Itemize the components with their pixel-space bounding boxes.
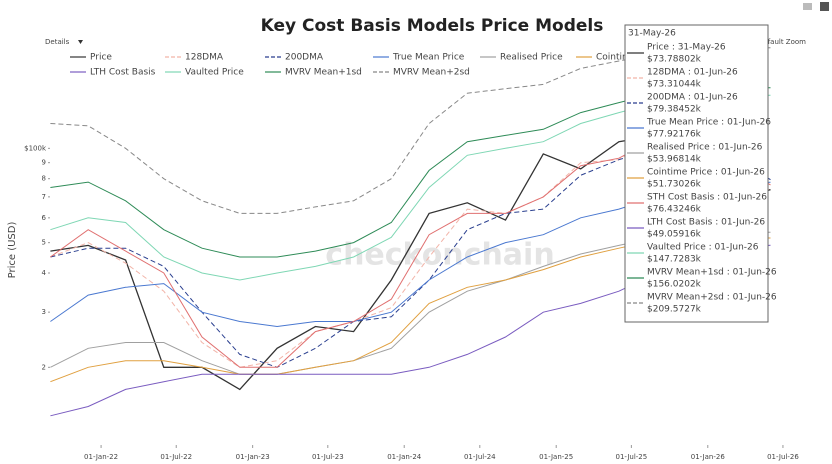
x-tick-label: 01-Jul-26 <box>767 453 799 461</box>
zoom-menu[interactable]: Default Zoom <box>758 38 806 46</box>
tooltip-value: $73.78802k <box>647 55 702 65</box>
legend-label: Realised Price <box>500 53 563 63</box>
y-tick-label: 8 <box>42 175 46 183</box>
legend-label: Price <box>90 53 112 63</box>
legend-label: 200DMA <box>285 53 324 63</box>
y-axis-title: Price (USD) <box>7 222 18 279</box>
y-tick-label: 4 <box>42 269 47 277</box>
tooltip-value: $73.31044k <box>647 80 702 90</box>
tooltip-label: Realised Price : 01-Jun-26 <box>647 143 763 153</box>
y-tick-label: 2 <box>42 363 46 371</box>
x-tick-label: 01-Jul-24 <box>464 453 496 461</box>
legend-label: MVRV Mean+2sd <box>393 68 470 78</box>
tooltip-label: Price : 31-May-26 <box>647 43 726 53</box>
tooltip-value: $76.43246k <box>647 205 702 215</box>
x-tick-label: 01-Jan-22 <box>84 453 118 461</box>
details-caret <box>78 40 83 44</box>
watermark: checkonchain <box>325 238 554 273</box>
tooltip-label: Vaulted Price : 01-Jun-26 <box>647 243 759 253</box>
tooltip-value: $79.38452k <box>647 105 702 115</box>
y-tick-label: 9 <box>42 159 46 167</box>
x-tick-label: 01-Jan-25 <box>539 453 573 461</box>
y-tick-label: 3 <box>42 308 46 316</box>
x-tick-label: 01-Jan-24 <box>387 453 422 461</box>
details-menu[interactable]: Details <box>45 38 70 46</box>
tooltip-value: $209.5727k <box>647 305 702 315</box>
tooltip-label: True Mean Price : 01-Jun-26 <box>646 118 771 128</box>
tooltip-label: 200DMA : 01-Jun-26 <box>647 93 738 103</box>
tooltip-value: $156.0202k <box>647 280 702 290</box>
legend-label: True Mean Price <box>392 53 465 63</box>
tooltip-value: $49.05916k <box>647 230 702 240</box>
camera-icon[interactable] <box>803 3 812 10</box>
x-tick-label: 01-Jul-23 <box>312 453 344 461</box>
tooltip-label: 128DMA : 01-Jun-26 <box>647 68 738 78</box>
tooltip-box <box>624 24 769 323</box>
tooltip-value: $77.92176k <box>647 130 702 140</box>
legend-label: 128DMA <box>185 53 224 63</box>
tooltip-value: $53.96814k <box>647 155 702 165</box>
series-line <box>50 137 771 368</box>
y-tick-label: 5 <box>42 239 46 247</box>
tooltip-label: MVRV Mean+1sd : 01-Jun-26 <box>647 268 777 278</box>
tooltip-label: Cointime Price : 01-Jun-26 <box>647 168 765 178</box>
y-tick-label: 7 <box>42 193 46 201</box>
tooltip-value: $51.73026k <box>647 180 702 190</box>
y-tick-label: 6 <box>42 214 47 222</box>
tooltip-label: LTH Cost Basis : 01-Jun-26 <box>647 218 765 228</box>
x-tick-label: 01-Jan-23 <box>236 453 270 461</box>
y-tick-label: $100k <box>24 144 47 152</box>
tooltip-label: STH Cost Basis : 01-Jun-26 <box>647 193 767 203</box>
tooltip-value: $147.7283k <box>647 255 702 265</box>
x-tick-label: 01-Jul-25 <box>616 453 648 461</box>
tooltip-label: MVRV Mean+2sd : 01-Jun-26 <box>647 293 777 303</box>
legend-label: MVRV Mean+1sd <box>285 68 362 78</box>
legend-label: LTH Cost Basis <box>90 68 156 78</box>
tooltip-date: 31-May-26 <box>628 29 676 39</box>
x-tick-label: 01-Jan-26 <box>691 453 726 461</box>
plotly-icon[interactable] <box>820 2 829 11</box>
tooltip: 31-May-26 Price : 31-May-26 $73.78802k 128… <box>624 24 777 323</box>
chart-title: Key Cost Basis Models Price Models <box>261 16 604 36</box>
x-tick-label: 01-Jul-22 <box>160 453 192 461</box>
legend-label: Vaulted Price <box>185 68 244 78</box>
